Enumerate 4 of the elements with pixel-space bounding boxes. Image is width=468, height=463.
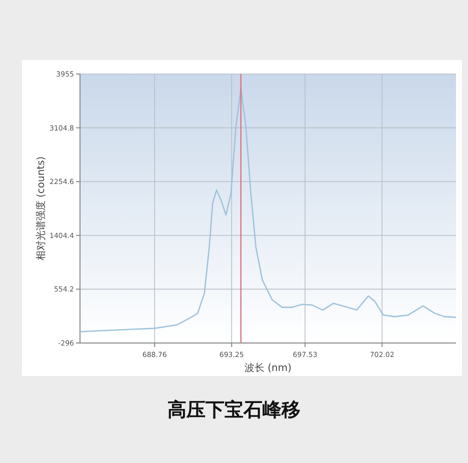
text: 高压下宝石峰移	[168, 399, 300, 421]
line-series	[79, 88, 457, 332]
y-axis-title: 相对光谱强度 (counts)	[35, 156, 47, 261]
x-axis-title: 波长 (nm)	[244, 362, 292, 374]
